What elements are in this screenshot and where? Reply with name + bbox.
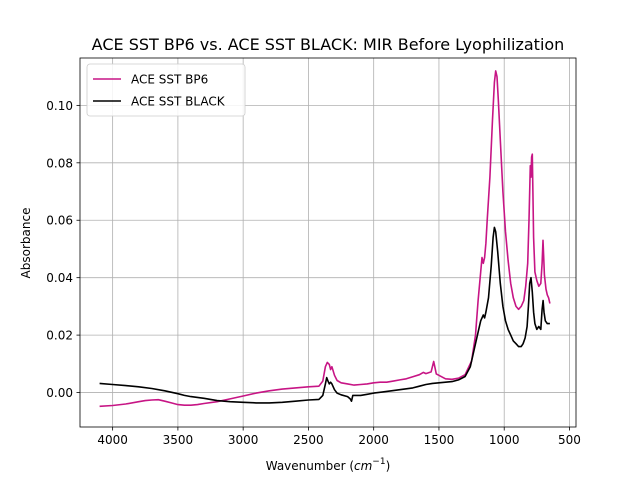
series-layer xyxy=(99,70,551,408)
legend-box xyxy=(86,63,246,117)
y-tick-label: 0.04 xyxy=(46,271,73,285)
legend-label-1: ACE SST BLACK xyxy=(131,95,226,109)
y-tick-label: 0.00 xyxy=(46,386,73,400)
x-axis-label-exponent: −1 xyxy=(372,457,385,467)
x-axis-label-prefix: Wavenumber ( xyxy=(266,459,354,473)
x-tick-label: 3500 xyxy=(163,433,194,447)
x-tick-label: 3000 xyxy=(228,433,259,447)
x-tick-label: 4000 xyxy=(97,433,128,447)
plot-area-frame xyxy=(79,57,577,428)
x-axis-label-unit: cm xyxy=(354,459,372,473)
series-line-0 xyxy=(99,70,551,408)
y-tick-label: 0.08 xyxy=(46,156,73,170)
y-axis-label: Absorbance xyxy=(19,208,33,279)
y-tick-label: 0.02 xyxy=(46,329,73,343)
x-tick-label: 2500 xyxy=(293,433,324,447)
y-tick-label: 0.10 xyxy=(46,99,73,113)
chart-title: ACE SST BP6 vs. ACE SST BLACK: MIR Befor… xyxy=(92,35,565,54)
legend-label-0: ACE SST BP6 xyxy=(131,73,208,87)
y-tick-label: 0.06 xyxy=(46,214,73,228)
ticks-layer: 4000 3500 3000 2500 2000 1500 1000 500 0.00 0.02 0… xyxy=(46,99,581,447)
x-tick-label: 500 xyxy=(558,433,581,447)
x-tick-label: 1500 xyxy=(424,433,455,447)
series-line-1 xyxy=(99,226,550,404)
x-tick-label: 2000 xyxy=(358,433,389,447)
x-axis-label: Wavenumber (cm−1) xyxy=(266,457,391,473)
x-axis-label-suffix: ) xyxy=(386,459,391,473)
grid-layer xyxy=(80,58,576,427)
legend: ACE SST BP6 ACE SST BLACK xyxy=(86,63,246,117)
x-tick-label: 1000 xyxy=(489,433,520,447)
